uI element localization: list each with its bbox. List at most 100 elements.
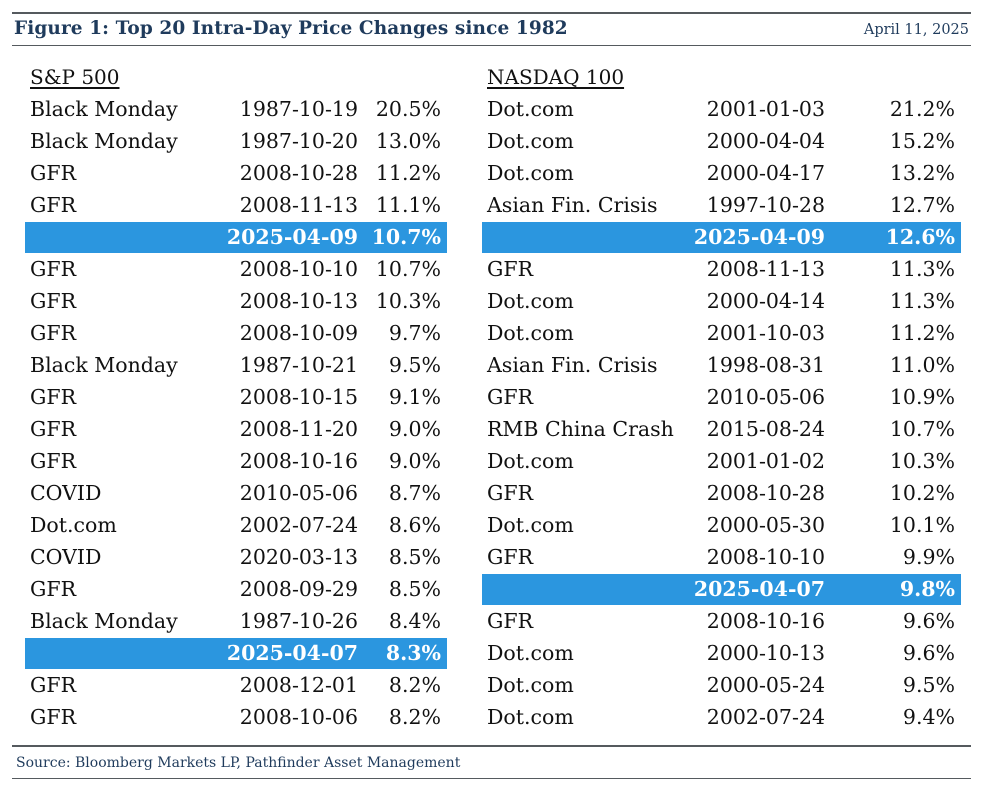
event-cell: GFR — [487, 257, 534, 281]
change-cell: 11.0% — [889, 353, 955, 377]
date-cell: 2001-01-02 — [706, 449, 825, 473]
change-cell: 8.2% — [388, 673, 441, 697]
sp500-row: GFR 2008-10-28 11.2% — [25, 158, 447, 189]
date-cell: 2008-10-06 — [239, 705, 358, 729]
event-cell: GFR — [487, 481, 534, 505]
nasdaq100-row: GFR 2008-11-13 11.3% — [482, 254, 961, 285]
nasdaq100-row: Dot.com 2000-04-04 15.2% — [482, 126, 961, 157]
event-cell: Dot.com — [487, 161, 574, 185]
date-cell: 2001-01-03 — [706, 97, 825, 121]
change-cell: 11.3% — [889, 289, 955, 313]
event-cell: Black Monday — [30, 129, 178, 153]
nasdaq100-row: RMB China Crash 2015-08-24 10.7% — [482, 414, 961, 445]
sp500-row: GFR 2008-10-16 9.0% — [25, 446, 447, 477]
event-cell: GFR — [30, 161, 77, 185]
date-cell: 2008-10-16 — [706, 609, 825, 633]
date-cell: 2008-12-01 — [239, 673, 358, 697]
date-cell: 1987-10-26 — [239, 609, 358, 633]
event-cell: Dot.com — [487, 673, 574, 697]
date-cell: 2020-03-13 — [239, 545, 358, 569]
date-cell: 2008-10-28 — [706, 481, 825, 505]
nasdaq100-title: NASDAQ 100 — [487, 65, 625, 89]
date-cell: 2025-04-07 — [693, 577, 825, 601]
date-cell: 2001-10-03 — [706, 321, 825, 345]
date-cell: 2000-05-24 — [706, 673, 825, 697]
nasdaq100-row: Dot.com 2000-04-14 11.3% — [482, 286, 961, 317]
figure-title: Figure 1: Top 20 Intra-Day Price Changes… — [14, 18, 568, 39]
sp500-row: GFR 2008-09-29 8.5% — [25, 574, 447, 605]
nasdaq100-row: Dot.com 2000-05-30 10.1% — [482, 510, 961, 541]
sp500-row: GFR 2008-10-06 8.2% — [25, 702, 447, 733]
event-cell: COVID — [30, 481, 102, 505]
event-cell: GFR — [30, 449, 77, 473]
date-cell: 2008-10-10 — [706, 545, 825, 569]
change-cell: 11.3% — [889, 257, 955, 281]
nasdaq100-row: Dot.com 2002-07-24 9.4% — [482, 702, 961, 733]
nasdaq100-row-highlight: 2025-04-09 12.6% — [482, 222, 961, 253]
event-cell: COVID — [30, 545, 102, 569]
date-cell: 1987-10-19 — [239, 97, 358, 121]
nasdaq100-row: Dot.com 2001-01-02 10.3% — [482, 446, 961, 477]
event-cell: GFR — [487, 545, 534, 569]
sp500-row: Black Monday 1987-10-26 8.4% — [25, 606, 447, 637]
change-cell: 9.4% — [902, 705, 955, 729]
sp500-row-highlight: 2025-04-07 8.3% — [25, 638, 447, 669]
event-cell: GFR — [30, 705, 77, 729]
event-cell: Dot.com — [487, 289, 574, 313]
change-cell: 10.3% — [375, 289, 441, 313]
sp500-row: Black Monday 1987-10-19 20.5% — [25, 94, 447, 125]
sp500-row: GFR 2008-10-10 10.7% — [25, 254, 447, 285]
event-cell: GFR — [30, 257, 77, 281]
date-cell: 2025-04-09 — [693, 225, 825, 249]
date-cell: 2000-10-13 — [706, 641, 825, 665]
nasdaq100-row: Asian Fin. Crisis 1997-10-28 12.7% — [482, 190, 961, 221]
date-cell: 2000-05-30 — [706, 513, 825, 537]
sp500-row: Black Monday 1987-10-21 9.5% — [25, 350, 447, 381]
date-cell: 2015-08-24 — [706, 417, 825, 441]
sp500-row: Dot.com 2002-07-24 8.6% — [25, 510, 447, 541]
sp500-row: COVID 2020-03-13 8.5% — [25, 542, 447, 573]
nasdaq100-row: Dot.com 2001-10-03 11.2% — [482, 318, 961, 349]
change-cell: 8.3% — [385, 641, 441, 665]
sp500-row: GFR 2008-10-09 9.7% — [25, 318, 447, 349]
change-cell: 9.8% — [899, 577, 955, 601]
date-cell: 2008-10-13 — [239, 289, 358, 313]
date-cell: 2008-10-09 — [239, 321, 358, 345]
change-cell: 9.6% — [902, 609, 955, 633]
change-cell: 11.1% — [375, 193, 441, 217]
change-cell: 8.7% — [388, 481, 441, 505]
sp500-row: Black Monday 1987-10-20 13.0% — [25, 126, 447, 157]
change-cell: 9.6% — [902, 641, 955, 665]
change-cell: 10.1% — [889, 513, 955, 537]
date-cell: 1987-10-21 — [239, 353, 358, 377]
date-cell: 2002-07-24 — [706, 705, 825, 729]
event-cell: GFR — [30, 289, 77, 313]
change-cell: 10.7% — [889, 417, 955, 441]
event-cell: Dot.com — [487, 97, 574, 121]
nasdaq100-row: Dot.com 2000-05-24 9.5% — [482, 670, 961, 701]
change-cell: 9.9% — [902, 545, 955, 569]
change-cell: 20.5% — [375, 97, 441, 121]
change-cell: 10.7% — [375, 257, 441, 281]
change-cell: 21.2% — [889, 97, 955, 121]
nasdaq100-row: Dot.com 2000-04-17 13.2% — [482, 158, 961, 189]
sp500-row: COVID 2010-05-06 8.7% — [25, 478, 447, 509]
date-cell: 2008-10-10 — [239, 257, 358, 281]
date-cell: 2000-04-04 — [706, 129, 825, 153]
date-cell: 2002-07-24 — [239, 513, 358, 537]
date-cell: 2025-04-07 — [226, 641, 358, 665]
sp500-row: GFR 2008-11-20 9.0% — [25, 414, 447, 445]
sp500-row: GFR 2008-11-13 11.1% — [25, 190, 447, 221]
change-cell: 8.6% — [388, 513, 441, 537]
sp500-row: GFR 2008-10-15 9.1% — [25, 382, 447, 413]
change-cell: 13.2% — [889, 161, 955, 185]
date-cell: 2000-04-14 — [706, 289, 825, 313]
source-note: Source: Bloomberg Markets LP, Pathfinder… — [16, 755, 461, 771]
change-cell: 12.7% — [889, 193, 955, 217]
change-cell: 9.1% — [388, 385, 441, 409]
change-cell: 9.0% — [388, 449, 441, 473]
change-cell: 11.2% — [375, 161, 441, 185]
event-cell: Dot.com — [487, 449, 574, 473]
bottom-rule — [12, 778, 971, 779]
event-cell: GFR — [487, 385, 534, 409]
